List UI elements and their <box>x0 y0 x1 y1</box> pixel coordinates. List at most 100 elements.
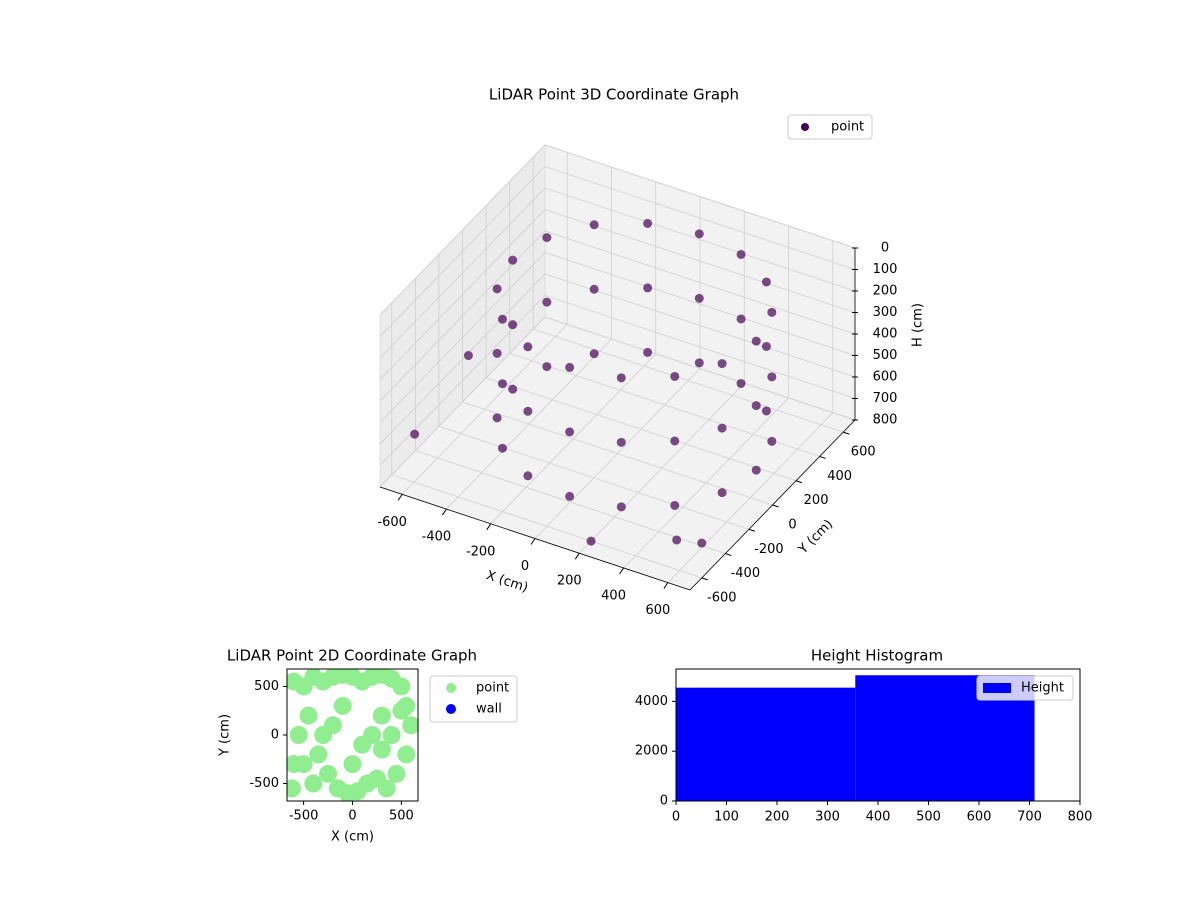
x-tick <box>397 494 403 501</box>
x-tick <box>442 508 447 516</box>
y-tick-label: -400 <box>731 566 761 581</box>
point <box>751 336 761 346</box>
y-tick <box>795 480 803 484</box>
chart-title: LiDAR Point 3D Coordinate Graph <box>489 86 739 104</box>
grid-line <box>379 166 546 337</box>
point <box>323 716 342 735</box>
z-tick-label: 100 <box>873 262 898 277</box>
grid-line <box>379 209 546 380</box>
legend-marker <box>446 704 456 714</box>
y-tick <box>701 577 708 581</box>
point <box>616 373 626 383</box>
point <box>616 502 626 512</box>
point <box>299 706 318 725</box>
point <box>717 423 727 433</box>
point <box>736 314 746 324</box>
y-tick <box>819 455 826 459</box>
point <box>542 233 552 243</box>
x-tick-label: 100 <box>714 810 739 825</box>
grid-line <box>462 401 773 506</box>
grid-line <box>379 252 546 423</box>
point <box>697 538 707 548</box>
z-tick-label: 700 <box>873 391 898 406</box>
x-tick-label: 200 <box>765 810 790 825</box>
x-tick-label: 0 <box>672 810 680 825</box>
legend-box <box>976 675 1074 701</box>
grid-line <box>544 316 856 421</box>
z-tick-label: 400 <box>873 327 898 342</box>
point <box>377 779 396 798</box>
point <box>497 314 507 324</box>
grid-line <box>438 425 750 530</box>
point <box>694 293 704 303</box>
grid-line <box>533 328 844 433</box>
y-axis-label: Y (cm) <box>795 517 836 558</box>
point <box>694 358 704 368</box>
point <box>397 745 416 764</box>
x-tick-label: 600 <box>967 810 992 825</box>
y-tick-label: 0 <box>788 518 796 533</box>
grid-line <box>379 273 546 445</box>
grid-line <box>544 166 856 270</box>
point <box>767 307 777 317</box>
x-tick <box>619 567 624 575</box>
point <box>492 413 502 423</box>
legend-label: Height <box>1021 681 1064 696</box>
point <box>761 277 771 287</box>
legend-marker <box>801 123 809 131</box>
point <box>751 465 761 475</box>
y-tick-label: 200 <box>804 493 829 508</box>
point <box>751 401 761 411</box>
y-tick-label: 500 <box>254 679 279 694</box>
point <box>392 701 411 720</box>
chart-title: Height Histogram <box>811 647 943 665</box>
axis-line <box>689 419 856 591</box>
y-tick-label: 4000 <box>635 694 668 709</box>
x-tick-label: 200 <box>557 574 582 589</box>
point <box>402 716 418 735</box>
x-tick-label: 0 <box>348 809 356 824</box>
grid-line <box>544 144 856 249</box>
grid-line <box>544 295 856 399</box>
x-tick-label: 0 <box>521 559 529 574</box>
point <box>304 774 323 793</box>
grid-line <box>379 230 546 402</box>
grid-line <box>544 230 856 335</box>
point <box>717 488 727 498</box>
axis-line <box>379 486 691 591</box>
point <box>542 362 552 372</box>
point <box>508 255 518 265</box>
point <box>694 229 704 239</box>
legend-label: point <box>476 681 509 696</box>
y-tick-label: 0 <box>271 728 279 743</box>
point <box>616 437 626 447</box>
point <box>387 764 406 783</box>
point <box>309 745 328 764</box>
x-tick-label: 400 <box>866 810 891 825</box>
point <box>670 436 680 446</box>
x-axis-label: X (cm) <box>331 830 374 845</box>
legend-box <box>787 114 873 140</box>
x-tick <box>486 523 492 531</box>
legend-marker <box>446 683 456 693</box>
point <box>643 283 653 293</box>
point <box>508 320 518 330</box>
legend-marker <box>983 683 1011 693</box>
point <box>410 429 420 439</box>
x-tick <box>530 538 536 545</box>
y-tick-label: 600 <box>851 445 876 460</box>
grid-line <box>379 295 546 466</box>
point <box>670 371 680 381</box>
y-tick-label: 2000 <box>635 744 668 759</box>
legend-label: point <box>831 120 864 135</box>
y-tick-label: -500 <box>249 776 279 791</box>
point <box>287 779 301 798</box>
point <box>589 284 599 294</box>
z-tick-label: 0 <box>881 241 889 256</box>
point <box>565 427 575 437</box>
z-axis-label: H (cm) <box>911 303 926 347</box>
z-tick-label: 600 <box>873 370 898 385</box>
point <box>382 726 401 744</box>
point <box>542 297 552 307</box>
point <box>586 536 596 546</box>
